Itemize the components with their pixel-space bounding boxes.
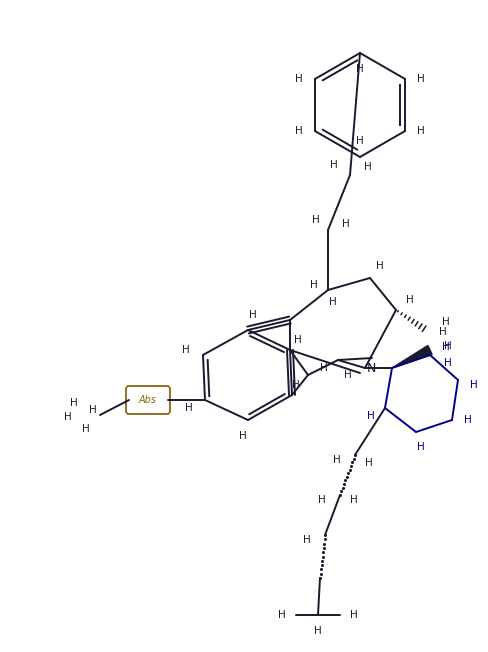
Text: H: H — [318, 495, 326, 505]
Text: H: H — [444, 341, 452, 351]
Text: H: H — [303, 535, 311, 545]
Text: H: H — [294, 335, 302, 345]
Text: H: H — [417, 442, 425, 452]
Polygon shape — [392, 346, 432, 368]
Text: H: H — [442, 342, 450, 352]
Text: H: H — [417, 126, 425, 136]
Text: H: H — [249, 310, 257, 320]
Text: H: H — [320, 363, 328, 373]
Text: H: H — [356, 136, 364, 146]
Text: H: H — [312, 215, 320, 225]
Text: H: H — [364, 162, 372, 172]
Text: N: N — [366, 361, 376, 374]
Text: H: H — [365, 458, 373, 468]
Text: H: H — [330, 160, 338, 170]
Text: H: H — [292, 380, 300, 390]
Text: H: H — [310, 280, 318, 290]
Text: H: H — [350, 495, 358, 505]
FancyBboxPatch shape — [126, 386, 170, 414]
Text: H: H — [295, 74, 303, 84]
Text: H: H — [406, 295, 414, 305]
Text: H: H — [376, 261, 384, 271]
Text: H: H — [439, 327, 447, 337]
Text: H: H — [89, 405, 97, 415]
Text: H: H — [367, 411, 375, 421]
Text: H: H — [182, 345, 190, 355]
Text: H: H — [295, 126, 303, 136]
Text: H: H — [314, 626, 322, 636]
Text: H: H — [344, 370, 352, 380]
Text: H: H — [82, 424, 90, 434]
Text: H: H — [464, 415, 472, 425]
Text: H: H — [185, 403, 193, 413]
Text: H: H — [417, 74, 425, 84]
Text: H: H — [278, 610, 286, 620]
Text: H: H — [442, 317, 450, 327]
Text: Abs: Abs — [139, 395, 157, 405]
Text: H: H — [64, 412, 72, 422]
Text: H: H — [333, 455, 341, 465]
Text: H: H — [444, 358, 452, 368]
Text: H: H — [70, 398, 78, 408]
Text: H: H — [329, 297, 337, 307]
Text: H: H — [470, 380, 478, 390]
Text: H: H — [350, 610, 358, 620]
Text: H: H — [356, 64, 364, 74]
Text: H: H — [239, 431, 247, 441]
Text: H: H — [342, 219, 350, 229]
